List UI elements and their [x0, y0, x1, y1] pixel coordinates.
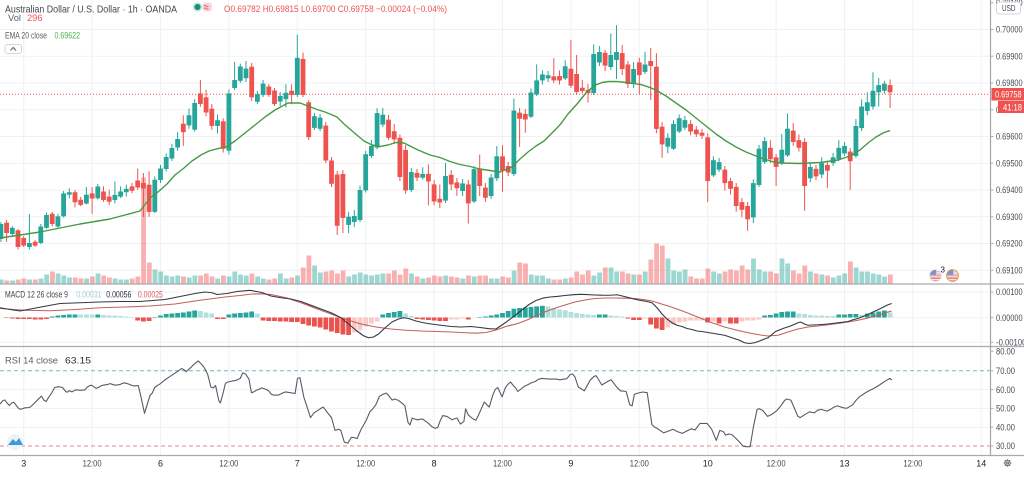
svg-text:Vol: Vol	[8, 13, 21, 23]
svg-text:EMA 20 close: EMA 20 close	[5, 31, 47, 41]
svg-text:12:00: 12:00	[767, 459, 786, 469]
svg-text:63.15: 63.15	[65, 356, 91, 366]
svg-text:70.00: 70.00	[996, 366, 1015, 376]
svg-text:0.69622: 0.69622	[55, 31, 81, 41]
svg-text:12:00: 12:00	[630, 459, 649, 469]
svg-text:3: 3	[941, 266, 946, 275]
svg-text:41:18: 41:18	[1003, 103, 1022, 113]
svg-text:O0.69782 H0.69815 L0.69700 C0.: O0.69782 H0.69815 L0.69700 C0.69758 −0.0…	[224, 4, 447, 14]
svg-text:296: 296	[27, 13, 43, 23]
svg-text:0.00000: 0.00000	[996, 313, 1023, 323]
svg-text:9: 9	[568, 459, 573, 469]
svg-text:8: 8	[432, 459, 437, 469]
svg-text:60.00: 60.00	[996, 385, 1015, 395]
svg-text:0.69600: 0.69600	[996, 132, 1023, 142]
svg-text:12:00: 12:00	[493, 459, 512, 469]
svg-text:0.69900: 0.69900	[996, 52, 1023, 62]
svg-text:14: 14	[976, 459, 986, 469]
svg-text:13: 13	[839, 459, 849, 469]
svg-text:50.00: 50.00	[996, 404, 1015, 414]
svg-text:10: 10	[703, 459, 713, 469]
svg-text:6: 6	[158, 459, 163, 469]
svg-text:7: 7	[295, 459, 300, 469]
svg-text:0.69300: 0.69300	[996, 212, 1023, 222]
svg-text:0.00100: 0.00100	[996, 287, 1023, 297]
svg-text:12:00: 12:00	[83, 459, 102, 469]
svg-text:12:00: 12:00	[219, 459, 238, 469]
svg-text:0.69100: 0.69100	[996, 265, 1023, 275]
svg-text:40.00: 40.00	[996, 422, 1015, 432]
svg-text:30.00: 30.00	[996, 441, 1015, 451]
svg-text:0.00056: 0.00056	[106, 290, 131, 300]
svg-text:USD: USD	[1002, 3, 1016, 13]
svg-text:0.00025: 0.00025	[138, 290, 163, 300]
svg-text:12:00: 12:00	[903, 459, 922, 469]
svg-text:0.69500: 0.69500	[996, 158, 1023, 168]
svg-text:0.69400: 0.69400	[996, 185, 1023, 195]
svg-text:0.69800: 0.69800	[996, 78, 1023, 88]
svg-text:12:00: 12:00	[356, 459, 375, 469]
svg-text:3: 3	[21, 459, 26, 469]
svg-text:RSI 14 close: RSI 14 close	[5, 356, 58, 366]
svg-text:80.00: 80.00	[996, 346, 1015, 356]
svg-text:0.00031: 0.00031	[76, 290, 101, 300]
svg-text:0.69200: 0.69200	[996, 239, 1023, 249]
svg-text:MACD 12 26 close 9: MACD 12 26 close 9	[5, 290, 68, 300]
svg-text:0.69758: 0.69758	[995, 90, 1022, 100]
svg-text:0.70000: 0.70000	[996, 25, 1023, 35]
